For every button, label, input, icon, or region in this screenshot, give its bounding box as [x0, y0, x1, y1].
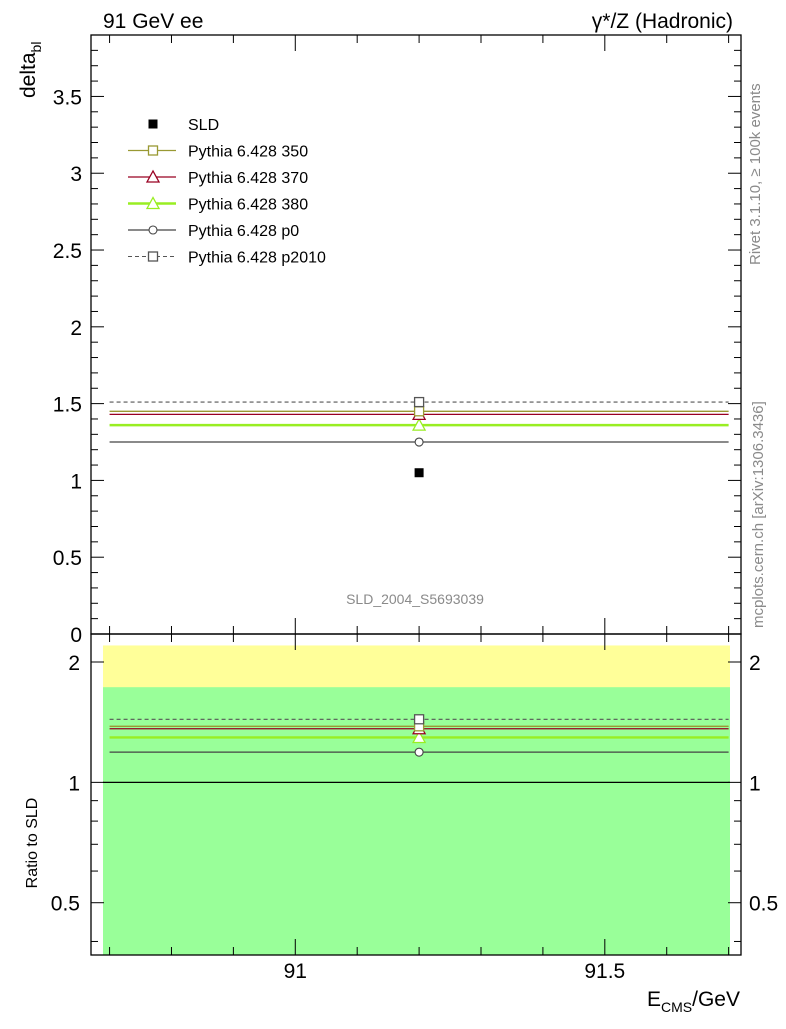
ratio-y-tick-label-right: 1: [749, 772, 761, 795]
minor-ticks: [91, 35, 741, 955]
ratio-y-tick-label-right: 0.5: [749, 893, 778, 916]
ratio-y-tick-label-left: 1: [68, 772, 80, 795]
main-y-tick-label: 3.5: [53, 86, 82, 109]
x-axis-label: ECMS/GeV: [647, 988, 740, 1015]
main-y-tick-label: 0.5: [53, 547, 82, 570]
main-y-tick-label: 2: [70, 317, 82, 340]
ratio-y-tick-label-left: 2: [68, 652, 80, 675]
series-marker-pythia-6-428-p2010: [413, 396, 425, 408]
legend-marker-pythia-6-428-380: [145, 196, 161, 210]
ratio-y-axis-label: Ratio to SLD: [24, 798, 41, 889]
series-marker-pythia-6-428-350: [413, 406, 425, 417]
legend-label-pythia-6-428-350: Pythia 6.428 350: [188, 144, 308, 161]
series-layer: [103, 396, 730, 783]
ratio-y-tick-label-left: 0.5: [51, 893, 80, 916]
main-y-tick-label: 3: [70, 163, 82, 186]
rivet-label: Rivet 3.1.10, ≥ 100k events: [747, 83, 764, 265]
legend-label-pythia-6-428-p0: Pythia 6.428 p0: [188, 223, 299, 240]
legend-marker-pythia-6-428-350: [147, 145, 159, 156]
y-axis-label-sub: bl: [28, 42, 44, 53]
ratio-marker-pythia-6-428-p0: [414, 747, 424, 757]
ratio-bands: [103, 645, 730, 955]
x-axis-label-main: E: [647, 988, 661, 1011]
ratio-y-tick-label-right: 2: [749, 652, 761, 675]
series-marker-pythia-6-428-380: [412, 417, 427, 431]
legend-marker-pythia-6-428-p0: [148, 225, 158, 235]
main-y-tick-label: 0: [70, 624, 82, 647]
series-marker-pythia-6-428-p0: [414, 437, 424, 447]
legend: SLD Pythia 6.428 350 Pythia 6.428 370 Pythi…: [128, 117, 326, 267]
x-tick-label: 91.5: [584, 960, 625, 983]
header-left-label: 91 GeV ee: [103, 10, 203, 33]
main-y-tick-label: 1.5: [53, 394, 82, 417]
y-axis-label: deltabl: [17, 42, 44, 98]
ratio-marker-pythia-6-428-380: [412, 730, 427, 744]
data-point-sld: [414, 468, 424, 478]
tick-labels: 0 0.5 1 1.5 2 2.5 3 3.5 91 91.5 0.5 0.5 1 1 2 2: [51, 86, 778, 983]
legend-marker-pythia-6-428-370: [145, 169, 161, 183]
x-axis-label-unit: /GeV: [692, 988, 740, 1011]
main-y-tick-label: 2.5: [53, 240, 82, 263]
x-tick-label: 91: [284, 960, 307, 983]
legend-marker-sld: [148, 119, 158, 129]
y-axis-label-main: delta: [17, 52, 40, 98]
legend-label-pythia-6-428-370: Pythia 6.428 370: [188, 170, 308, 187]
ratio-marker-pythia-6-428-p2010: [413, 714, 425, 725]
ratio-plot-frame: [90, 633, 742, 956]
analysis-label: SLD_2004_S5693039: [346, 591, 484, 607]
legend-label-sld: SLD: [188, 117, 219, 134]
legend-label-pythia-6-428-p2010: Pythia 6.428 p2010: [188, 250, 326, 267]
main-y-tick-label: 1: [70, 470, 82, 493]
legend-marker-pythia-6-428-p2010: [147, 251, 159, 262]
header-right-label: γ*/Z (Hadronic): [592, 10, 733, 33]
legend-label-pythia-6-428-380: Pythia 6.428 380: [188, 197, 308, 214]
mcplots-label: mcplots.cern.ch [arXiv:1306.3436]: [750, 401, 767, 628]
x-axis-label-sub: CMS: [661, 999, 692, 1015]
